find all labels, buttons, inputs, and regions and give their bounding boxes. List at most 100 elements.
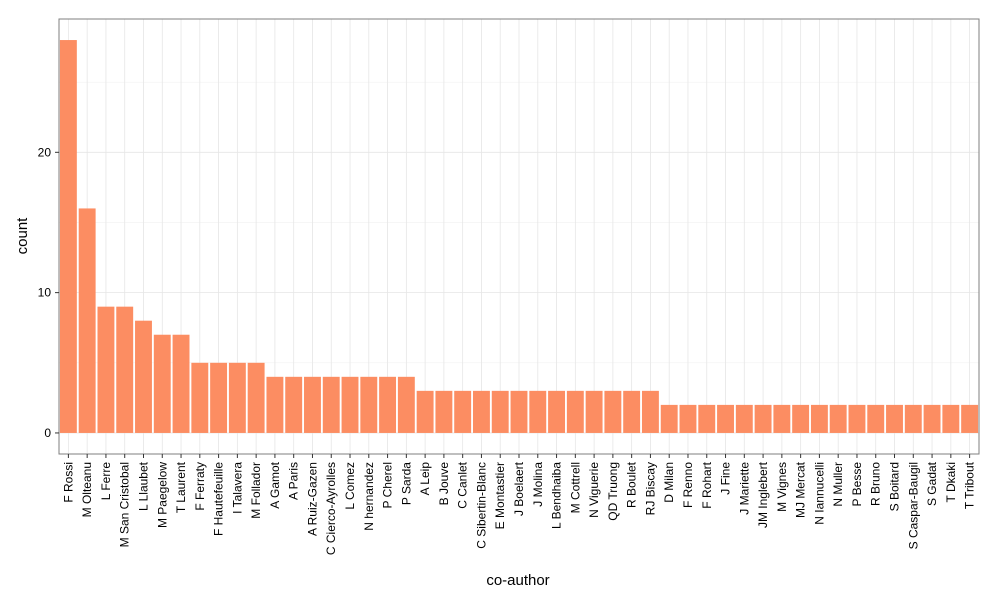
- bar: [754, 404, 772, 433]
- bar: [397, 376, 415, 433]
- bar: [867, 404, 885, 433]
- bar: [923, 404, 941, 433]
- x-tick-label: S Gadat: [925, 461, 939, 506]
- bar: [435, 390, 453, 433]
- x-tick-label: JM Inglebert: [756, 461, 770, 528]
- bar: [191, 362, 209, 433]
- bar: [491, 390, 509, 433]
- x-tick-label: RJ Biscay: [643, 462, 657, 515]
- y-tick-label: 10: [38, 286, 52, 300]
- x-tick-label: A Gamot: [268, 461, 282, 508]
- bar: [97, 306, 115, 433]
- x-tick-label: E Montastier: [493, 462, 507, 529]
- x-tick-label: M Follador: [249, 462, 263, 519]
- x-tick-label: S Boitard: [888, 462, 902, 511]
- x-tick-label: R Boulet: [625, 461, 639, 508]
- bar: [416, 390, 434, 433]
- x-tick-label: J Boelaert: [512, 461, 526, 516]
- x-tick-label: P Besse: [850, 462, 864, 507]
- x-tick-label: M Olteanu: [80, 462, 94, 517]
- bar: [585, 390, 603, 433]
- x-tick-label: P Cherel: [381, 462, 395, 508]
- bar: [510, 390, 528, 433]
- x-tick-label: S Caspar-Baugil: [906, 462, 920, 549]
- bar: [623, 390, 641, 433]
- x-tick-label: L Comez: [343, 462, 357, 510]
- x-axis: F Rossi M Olteanu L Ferre M San Cristobal L …: [61, 454, 977, 555]
- x-tick-label: B Jouve: [437, 462, 451, 506]
- x-tick-label: F Ferraty: [193, 462, 207, 511]
- x-tick-label: N hernandez: [362, 462, 376, 531]
- x-tick-label: M Paegelow: [155, 462, 169, 528]
- x-tick-label: L Bendhaiba: [550, 462, 564, 529]
- bar: [360, 376, 378, 433]
- x-tick-label: T Tribout: [963, 461, 977, 509]
- bar: [210, 362, 228, 433]
- x-tick-label: L Llaubet: [136, 461, 150, 511]
- x-tick-label: M Vignes: [775, 462, 789, 512]
- x-tick-label: D Milan: [662, 462, 676, 503]
- bar: [473, 390, 490, 433]
- x-tick-label: C Sibertin-Blanc: [474, 462, 488, 549]
- x-tick-label: L Ferre: [99, 462, 113, 501]
- x-tick-label: C Canlet: [456, 461, 470, 508]
- x-axis-title: co-author: [486, 572, 549, 589]
- bar: [904, 404, 922, 433]
- bar: [341, 376, 359, 433]
- bar: [266, 376, 284, 433]
- bar: [942, 404, 960, 433]
- bar: [454, 390, 472, 433]
- x-tick-label: M San Cristobal: [118, 462, 132, 547]
- bar: [886, 404, 903, 433]
- y-axis-title: count: [14, 217, 31, 255]
- x-tick-label: F Rossi: [61, 462, 75, 503]
- y-axis: 0 10 20: [38, 145, 59, 440]
- bar: [379, 376, 397, 433]
- x-tick-label: C Cierco-Ayrolles: [324, 462, 338, 555]
- bar: [660, 404, 678, 433]
- x-tick-label: A Leip: [418, 462, 432, 496]
- bar: [641, 390, 659, 433]
- bar: [829, 404, 847, 433]
- bar: [792, 404, 810, 433]
- x-tick-label: QD Truong: [606, 462, 620, 521]
- x-tick-label: A Ruiz-Gazen: [305, 462, 319, 536]
- x-tick-label: P Sarda: [399, 462, 413, 505]
- bar: [529, 390, 547, 433]
- x-tick-label: J Fine: [719, 462, 733, 495]
- bar: [548, 390, 565, 433]
- bar: [59, 40, 77, 433]
- bar: [698, 404, 716, 433]
- y-tick-label: 0: [44, 426, 51, 440]
- bar: [78, 208, 96, 433]
- x-tick-label: J Mariette: [737, 462, 751, 515]
- bar: [773, 404, 791, 433]
- x-tick-label: T Dkaki: [944, 462, 958, 502]
- bar: [810, 404, 828, 433]
- bar: [116, 306, 134, 433]
- bar: [135, 320, 152, 433]
- bar: [717, 404, 734, 433]
- x-tick-label: N Iannucelli: [812, 462, 826, 525]
- x-tick-label: J Molina: [531, 462, 545, 507]
- bar: [153, 334, 171, 433]
- bar: [172, 334, 190, 433]
- y-tick-label: 20: [38, 145, 52, 159]
- bar: [247, 362, 265, 433]
- x-tick-label: N Muller: [831, 462, 845, 507]
- bar: [566, 390, 584, 433]
- x-tick-label: M Cottrell: [568, 462, 582, 513]
- x-tick-label: T Laurent: [174, 461, 188, 513]
- x-tick-label: F Rohart: [700, 461, 714, 508]
- bar: [322, 376, 340, 433]
- bar: [735, 404, 753, 433]
- bar: [679, 404, 697, 433]
- bars: [59, 40, 979, 433]
- x-tick-label: I Talavera: [230, 462, 244, 514]
- bar: [228, 362, 246, 433]
- x-tick-label: MJ Mercat: [794, 461, 808, 518]
- bar: [285, 376, 303, 433]
- bar: [961, 404, 979, 433]
